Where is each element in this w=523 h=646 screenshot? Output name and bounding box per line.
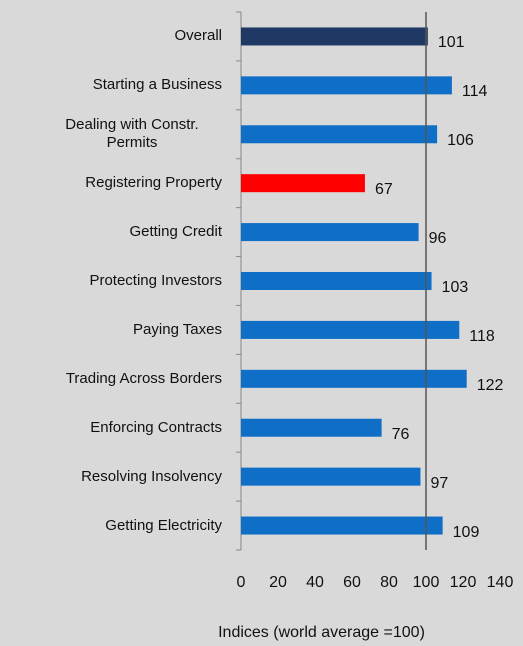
bar xyxy=(241,174,365,193)
bar xyxy=(241,27,428,46)
x-tick-label: 20 xyxy=(269,574,287,591)
bar xyxy=(241,223,419,242)
category-label: Getting Credit xyxy=(129,214,222,250)
bar xyxy=(241,272,432,290)
bar xyxy=(241,76,452,95)
category-label: Dealing with Constr. Permits xyxy=(42,116,222,152)
bar xyxy=(241,369,467,388)
value-label: 101 xyxy=(437,34,465,52)
category-label-text: Protecting Investors xyxy=(89,272,222,289)
category-label: Getting Electricity xyxy=(105,508,222,544)
value-label: 103 xyxy=(441,279,469,296)
bar xyxy=(241,320,460,339)
value-label: 109 xyxy=(452,523,480,541)
value-label: 122 xyxy=(476,376,504,394)
x-tick-label: 60 xyxy=(343,574,361,591)
value-label: 67 xyxy=(374,181,393,199)
category-label-text: Registering Property xyxy=(85,174,222,192)
category-label-text: Overall xyxy=(174,27,222,45)
category-label: Starting a Business xyxy=(93,67,222,103)
category-label-text: Enforcing Contracts xyxy=(90,418,222,436)
category-label: Overall xyxy=(174,18,222,54)
bar xyxy=(241,418,382,437)
category-label: Resolving Insolvency xyxy=(81,459,222,495)
value-label: 106 xyxy=(447,132,474,150)
x-tick-label: 100 xyxy=(412,574,440,591)
x-axis-title: Indices (world average =100) xyxy=(218,624,425,641)
x-tick-label: 40 xyxy=(306,574,324,591)
value-label: 118 xyxy=(469,327,495,345)
x-tick-label: 0 xyxy=(236,574,246,591)
value-label: 76 xyxy=(391,425,410,443)
x-tick-label: 120 xyxy=(449,574,477,591)
x-tick-label: 140 xyxy=(486,574,514,591)
category-label-text: Paying Taxes xyxy=(133,320,222,338)
category-label-text: Getting Credit xyxy=(129,223,222,241)
category-label-text: Resolving Insolvency xyxy=(81,467,222,485)
category-label-text: Getting Electricity xyxy=(105,516,222,534)
bar xyxy=(241,467,421,486)
value-label: 97 xyxy=(430,474,449,492)
category-label: Paying Taxes xyxy=(133,312,222,348)
category-label-text: Trading Across Borders xyxy=(65,369,222,387)
bar xyxy=(241,125,438,144)
x-tick-label: 80 xyxy=(380,574,398,591)
category-label: Protecting Investors xyxy=(89,263,222,299)
value-label: 114 xyxy=(461,83,488,101)
category-label: Enforcing Contracts xyxy=(90,410,222,446)
category-label-text: Dealing with Constr. Permits xyxy=(65,116,199,152)
bar xyxy=(241,516,443,535)
category-label: Trading Across Borders xyxy=(66,361,222,397)
category-label-text: Starting a Business xyxy=(92,76,222,94)
value-label: 96 xyxy=(428,230,447,248)
category-label: Registering Property xyxy=(85,165,222,201)
